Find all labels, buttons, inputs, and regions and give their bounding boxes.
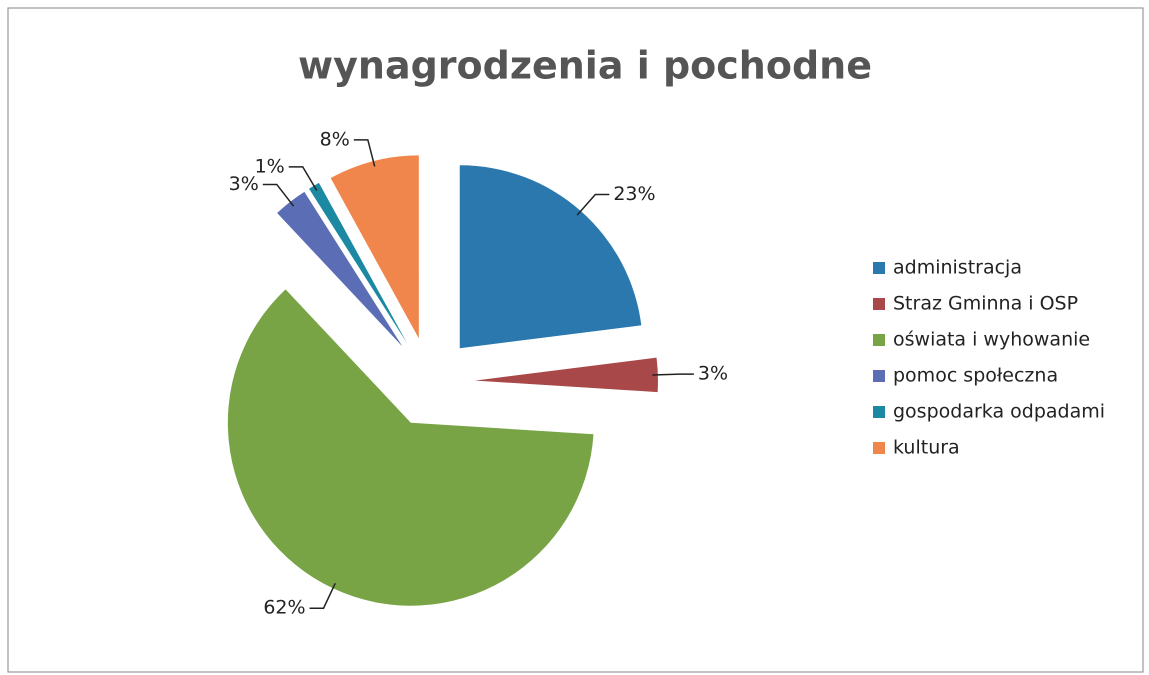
legend-swatch bbox=[873, 298, 885, 310]
leader-line bbox=[288, 166, 318, 191]
legend-swatch bbox=[873, 370, 885, 382]
data-label: 62% bbox=[263, 597, 305, 619]
pie-slice bbox=[277, 191, 403, 347]
leader-line bbox=[353, 139, 376, 167]
legend-label: gospodarka odpadami bbox=[893, 401, 1105, 423]
legend-swatch bbox=[873, 334, 885, 346]
legend-label: oświata i wyhowanie bbox=[893, 329, 1090, 351]
pie-slice bbox=[474, 357, 658, 393]
legend-label: kultura bbox=[893, 437, 960, 459]
leader-line bbox=[262, 183, 295, 207]
chart-title: wynagrodzenia i pochodne bbox=[298, 44, 872, 88]
data-label: 3% bbox=[698, 363, 728, 385]
data-label: 3% bbox=[229, 173, 259, 195]
data-label: 8% bbox=[320, 128, 350, 150]
legend-swatch bbox=[873, 442, 885, 454]
legend-swatch bbox=[873, 406, 885, 418]
legend-label: Straz Gminna i OSP bbox=[893, 293, 1078, 315]
leader-line bbox=[309, 583, 336, 609]
pie-slice bbox=[330, 155, 419, 339]
legend-swatch bbox=[873, 262, 885, 274]
pie-slice bbox=[309, 182, 408, 344]
leader-line bbox=[576, 193, 610, 216]
chart-frame bbox=[7, 7, 1144, 673]
legend-label: pomoc społeczna bbox=[893, 365, 1058, 387]
leader-line bbox=[652, 373, 694, 376]
data-label: 1% bbox=[255, 155, 285, 177]
legend-label: administracja bbox=[893, 257, 1022, 279]
pie-slice bbox=[227, 289, 594, 606]
data-label: 23% bbox=[613, 183, 655, 205]
pie-slice bbox=[459, 165, 642, 349]
